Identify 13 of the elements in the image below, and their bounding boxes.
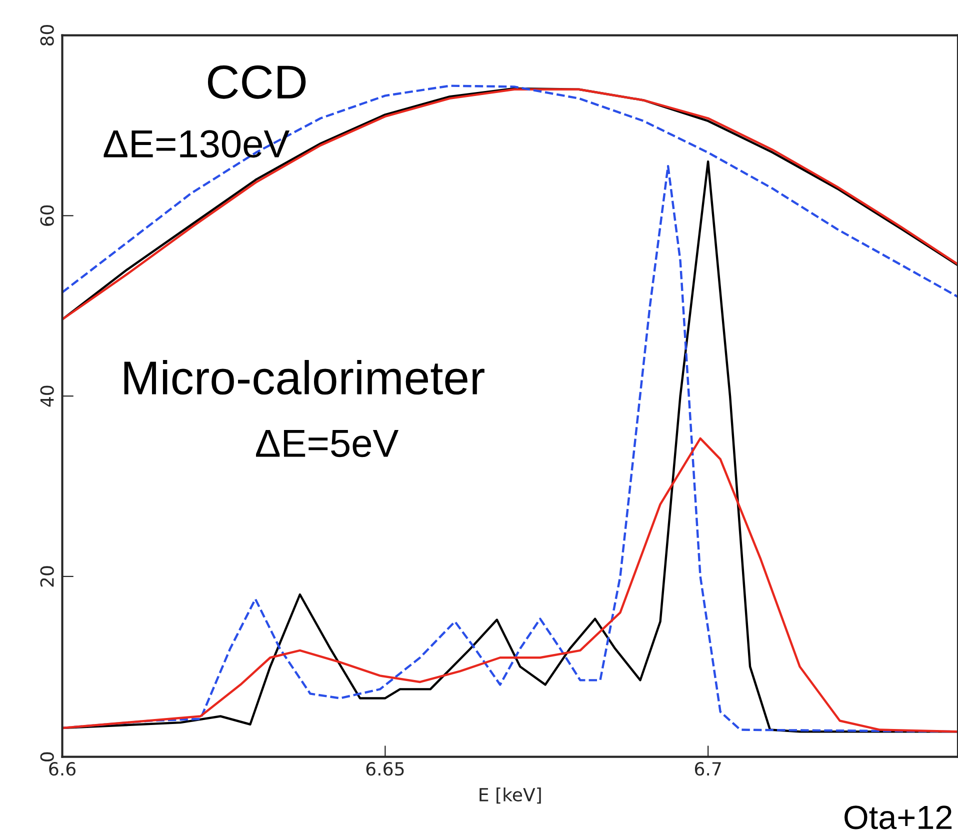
- y-tick-label: 60: [40, 205, 54, 226]
- annotation: Micro-calorimeter: [124, 360, 484, 395]
- x-axis-title: E [keV]: [480, 788, 541, 804]
- x-tick-label: 6.7: [694, 762, 721, 776]
- x-tick-label: 6.65: [366, 762, 404, 776]
- y-tick-label: 0: [40, 752, 54, 762]
- text: Ota+12: [844, 806, 952, 830]
- y-tick-label: 20: [40, 566, 54, 587]
- y-tick-label: 80: [40, 24, 54, 46]
- annotation: ΔE=5eV: [256, 430, 399, 458]
- y-tick-label: 40: [40, 386, 54, 407]
- x-tick-label: 6.6: [49, 762, 76, 776]
- annotation: CCD: [208, 65, 306, 99]
